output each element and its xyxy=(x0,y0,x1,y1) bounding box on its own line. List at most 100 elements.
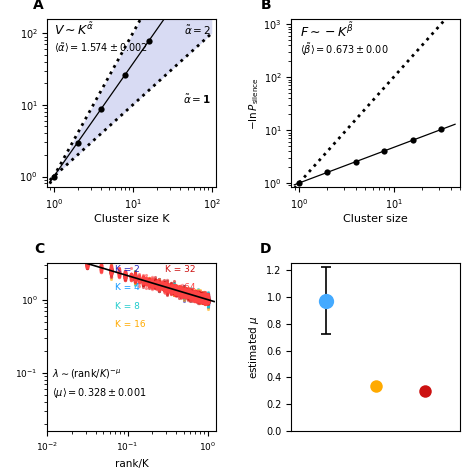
Point xyxy=(194,293,201,301)
Point xyxy=(197,294,204,301)
Point xyxy=(131,274,139,282)
Point xyxy=(131,274,139,282)
Point xyxy=(195,291,202,299)
Point xyxy=(199,293,207,301)
Point xyxy=(201,296,208,303)
Point xyxy=(197,294,204,302)
Point xyxy=(204,298,211,305)
Point xyxy=(170,288,177,295)
Point xyxy=(194,292,201,299)
Point xyxy=(184,291,191,298)
Point xyxy=(198,295,206,303)
Point xyxy=(198,294,206,302)
Point xyxy=(155,282,163,289)
Point xyxy=(83,255,91,263)
Point xyxy=(194,294,201,302)
Point xyxy=(197,293,204,301)
Point xyxy=(199,299,207,306)
Point xyxy=(188,290,195,298)
Point xyxy=(155,287,163,294)
Point xyxy=(180,293,187,301)
Point xyxy=(180,292,187,299)
Point xyxy=(178,286,185,294)
Point xyxy=(193,292,201,300)
Point xyxy=(199,292,207,299)
Point xyxy=(203,296,211,303)
Point xyxy=(184,293,191,301)
Point xyxy=(199,297,206,304)
Point xyxy=(131,274,139,282)
Point xyxy=(115,273,123,281)
Point xyxy=(127,273,135,280)
Point xyxy=(192,295,200,302)
Point xyxy=(178,288,185,295)
Point xyxy=(180,286,187,294)
Point xyxy=(188,293,195,301)
Point xyxy=(131,278,139,285)
Point xyxy=(151,280,159,288)
Point xyxy=(131,274,139,282)
Point xyxy=(167,286,174,293)
Point xyxy=(131,269,139,277)
Point xyxy=(194,292,201,300)
Point xyxy=(155,282,163,290)
Point xyxy=(164,282,171,290)
Point xyxy=(197,292,204,300)
Point xyxy=(200,293,208,301)
Point xyxy=(162,283,169,291)
Point xyxy=(195,296,203,303)
Point xyxy=(204,300,211,307)
Point xyxy=(204,298,211,306)
Point xyxy=(180,294,187,302)
Point xyxy=(174,285,182,293)
Point xyxy=(155,284,163,292)
Point xyxy=(192,294,200,301)
Point xyxy=(189,294,197,301)
Point xyxy=(165,286,173,293)
Point xyxy=(188,292,195,300)
Point xyxy=(196,292,204,300)
Point xyxy=(198,294,206,302)
Point xyxy=(108,262,115,270)
Point xyxy=(170,288,177,295)
Point xyxy=(171,283,179,291)
Point xyxy=(195,292,203,300)
Point xyxy=(136,276,143,283)
Point xyxy=(193,293,201,301)
Point xyxy=(184,291,191,299)
Point xyxy=(184,289,191,297)
Point xyxy=(191,290,199,297)
Point xyxy=(180,290,187,297)
Point xyxy=(180,283,187,291)
Point xyxy=(188,289,196,297)
Point xyxy=(146,278,153,285)
Point xyxy=(170,283,177,290)
Point xyxy=(197,294,205,301)
Point xyxy=(194,294,201,301)
Point xyxy=(204,297,211,304)
Point xyxy=(171,286,179,293)
Point xyxy=(198,292,206,299)
Point xyxy=(198,294,206,301)
Point xyxy=(155,287,163,295)
Point xyxy=(139,275,147,283)
Point xyxy=(188,290,195,297)
Point xyxy=(115,270,123,277)
Point xyxy=(139,277,147,284)
Point xyxy=(191,295,199,303)
Point xyxy=(184,289,191,296)
Point xyxy=(164,282,171,290)
Point xyxy=(186,292,193,300)
Point xyxy=(175,286,182,293)
Point xyxy=(192,291,200,299)
Point xyxy=(204,298,211,306)
Point xyxy=(155,278,163,285)
Point xyxy=(175,285,182,292)
Point xyxy=(115,270,123,277)
Point xyxy=(184,287,191,295)
Point xyxy=(158,283,165,290)
Point xyxy=(195,293,203,301)
Point xyxy=(194,296,201,304)
Point xyxy=(203,293,210,301)
Point xyxy=(180,287,187,295)
